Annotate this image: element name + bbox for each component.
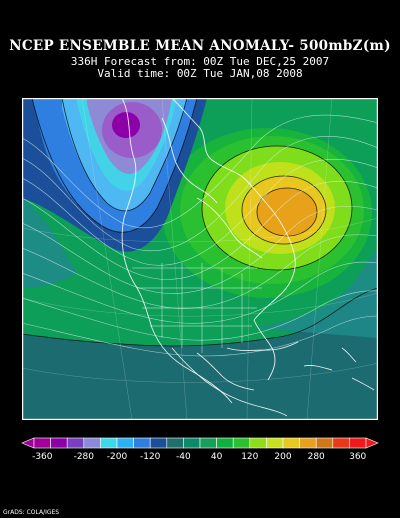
color-bar-swatch (149, 437, 168, 449)
credit: GrADS: COLA/IGES (3, 509, 60, 516)
color-bar-swatch (349, 437, 367, 449)
color-bar-swatch (116, 437, 134, 449)
color-bar-label: -280 (74, 452, 95, 462)
color-bar-swatch (166, 437, 184, 449)
west-teal (22, 198, 77, 288)
color-bar-swatch (249, 437, 267, 449)
color-bar-swatch (83, 437, 101, 449)
title: NCEP ENSEMBLE MEAN ANOMALY- 500mbZ(m) (9, 38, 391, 54)
color-bar-swatch (315, 437, 334, 449)
color-bar-label: 280 (308, 452, 325, 462)
graticule (22, 98, 378, 420)
color-bar-swatch (33, 437, 51, 449)
orange-core (257, 188, 317, 236)
trough-deep-purple (112, 112, 140, 138)
color-bar-swatch (66, 437, 85, 449)
mexico-coast (171, 347, 375, 417)
color-bar-label: -40 (176, 452, 191, 462)
color-bar-label: 200 (274, 452, 291, 462)
valid-time-line: Valid time: 00Z Tue JAN,08 2008 (97, 67, 303, 80)
color-bar-swatch (232, 437, 251, 449)
color-bar-left-arrow (21, 437, 35, 449)
color-bar-swatch (216, 437, 234, 449)
color-bar-swatch (266, 437, 284, 449)
color-bar-right-arrow (365, 437, 379, 449)
color-bar-label: -200 (107, 452, 128, 462)
color-bar-label: -360 (32, 452, 53, 462)
color-bar-label: 120 (241, 452, 258, 462)
teal-region-east (252, 248, 378, 338)
state-borders (132, 263, 262, 353)
color-bar-swatch (100, 437, 118, 449)
color-bar-swatch (299, 437, 317, 449)
color-bar-swatch (133, 437, 151, 449)
color-bar-swatch (199, 437, 217, 449)
color-bar: -360 -280 -200 -120 -40 40 120 200 280 360 (21, 437, 379, 462)
color-bar-swatch (183, 437, 201, 449)
color-bar-swatches (21, 437, 379, 449)
color-bar-labels: -360 -280 -200 -120 -40 40 120 200 280 360 (32, 452, 366, 462)
coastlines (121, 98, 299, 404)
color-bar-swatch (332, 437, 350, 449)
forecast-line: 336H Forecast from: 00Z Tue DEC,25 2007 (70, 55, 330, 68)
color-bar-label: 40 (211, 452, 223, 462)
color-bar-swatch (50, 437, 68, 449)
color-bar-label: 360 (349, 452, 366, 462)
color-bar-swatch (282, 437, 300, 449)
anomaly-map (22, 98, 378, 420)
color-bar-label: -120 (140, 452, 161, 462)
